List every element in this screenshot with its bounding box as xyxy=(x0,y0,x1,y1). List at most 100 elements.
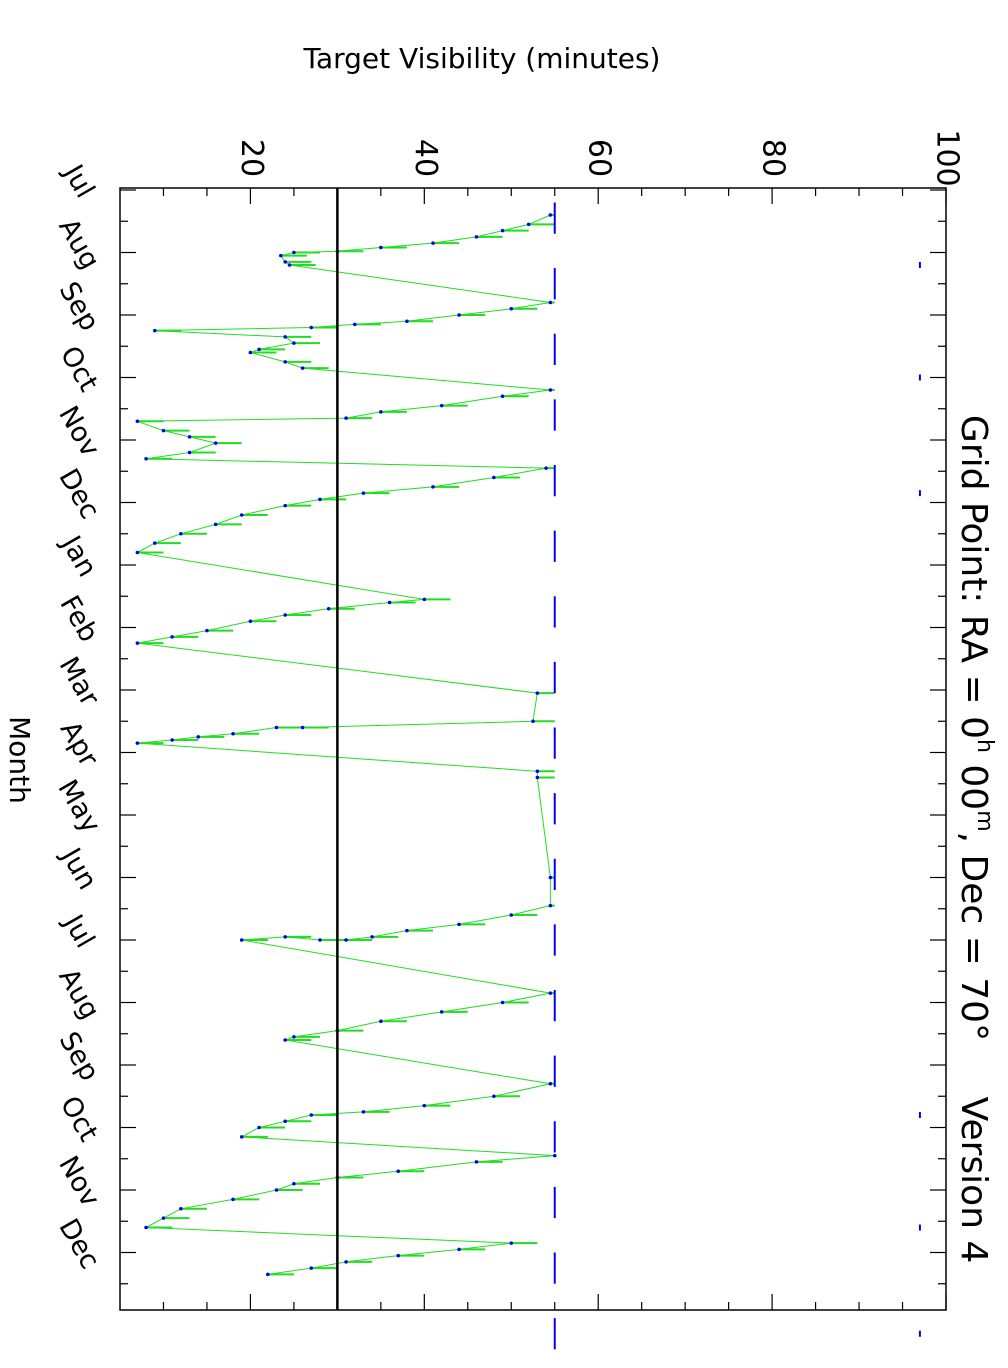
value-tick-label: 100 xyxy=(930,129,965,186)
month-tick-label: Dec xyxy=(52,1214,105,1275)
data-point xyxy=(387,600,392,605)
data-point xyxy=(274,725,279,730)
title-superscript: m xyxy=(972,810,997,831)
data-point xyxy=(292,1181,296,1186)
data-point xyxy=(279,253,283,258)
month-tick-label: Aug xyxy=(52,963,105,1024)
data-point xyxy=(283,1038,288,1042)
data-point xyxy=(152,541,157,545)
data-point xyxy=(239,513,244,517)
data-point xyxy=(170,635,174,639)
data-point xyxy=(179,1206,183,1211)
data-point xyxy=(135,641,140,645)
data-point xyxy=(370,935,374,939)
data-point xyxy=(135,741,140,745)
data-point xyxy=(535,769,540,774)
data-point xyxy=(379,245,383,250)
value-tick-label: 40 xyxy=(408,139,443,177)
data-point xyxy=(170,738,174,742)
month-tick-label: Apr xyxy=(54,716,105,773)
data-point xyxy=(474,1160,479,1164)
data-point xyxy=(257,347,261,352)
data-point xyxy=(309,325,314,330)
data-point xyxy=(396,1253,401,1258)
value-tick-label: 20 xyxy=(234,139,269,177)
data-point xyxy=(283,613,288,617)
data-point xyxy=(526,222,531,227)
data-point xyxy=(531,719,535,724)
data-point xyxy=(344,1260,348,1264)
data-point xyxy=(422,597,427,602)
data-point xyxy=(500,1000,505,1005)
data-point xyxy=(548,388,553,392)
month-tick-label: Sep xyxy=(53,1027,105,1087)
data-point xyxy=(213,441,218,445)
data-point xyxy=(457,1247,461,1252)
month-tick-label: May xyxy=(51,775,106,839)
data-point xyxy=(548,1081,553,1086)
data-point xyxy=(318,938,322,942)
title-part: , Dec = 70° xyxy=(953,832,994,1041)
data-point xyxy=(283,1119,288,1124)
data-point xyxy=(509,1241,514,1245)
title-part: 00 xyxy=(953,753,994,810)
data-point xyxy=(213,522,218,527)
data-point xyxy=(144,1225,148,1230)
month-tick-label: Oct xyxy=(54,1091,104,1147)
title-part: Grid Point: RA = 0 xyxy=(953,415,994,739)
month-tick-label: Feb xyxy=(53,591,104,648)
value-tick-label: 60 xyxy=(582,139,617,177)
axes xyxy=(119,187,947,1311)
data-point xyxy=(548,903,553,908)
data-point xyxy=(492,475,496,480)
data-point xyxy=(405,319,409,324)
data-point xyxy=(500,394,505,399)
month-tick-label: Nov xyxy=(52,1151,105,1212)
data-point xyxy=(544,466,548,470)
month-tick-label: Dec xyxy=(52,464,105,525)
x-axis-title: Month xyxy=(3,716,36,804)
month-tick-label: Nov xyxy=(52,401,105,462)
data-point xyxy=(266,1272,270,1277)
data-point xyxy=(135,550,140,555)
data-point xyxy=(239,938,244,942)
data-point xyxy=(283,935,288,939)
data-point xyxy=(205,628,209,633)
month-tick-label: Sep xyxy=(53,277,105,337)
data-point xyxy=(257,1125,261,1130)
data-point xyxy=(287,263,292,267)
plot-frame xyxy=(119,187,947,1311)
month-tick-label: Jun xyxy=(54,841,103,895)
data-point xyxy=(552,1153,557,1158)
data-point xyxy=(431,241,435,245)
data-point xyxy=(196,735,201,739)
data-point xyxy=(396,1169,401,1174)
data-point xyxy=(161,1216,166,1220)
data-point xyxy=(300,725,305,730)
series-line xyxy=(135,214,555,1275)
data-point xyxy=(187,435,192,439)
data-point xyxy=(144,456,148,461)
data-point xyxy=(248,350,253,355)
data-point xyxy=(292,1035,296,1039)
title-superscript: h xyxy=(972,739,997,753)
month-tick-label: Oct xyxy=(54,341,104,397)
month-tick-label: Jan xyxy=(54,529,103,582)
data-point xyxy=(422,1103,427,1108)
data-point xyxy=(535,691,540,695)
data-point xyxy=(248,619,253,624)
data-point xyxy=(548,991,553,995)
data-point xyxy=(548,875,553,880)
data-point xyxy=(300,366,305,370)
data-point xyxy=(283,335,288,339)
data-point xyxy=(439,403,444,408)
data-point xyxy=(405,928,409,933)
plot-area xyxy=(135,188,921,1350)
data-point xyxy=(361,1110,366,1114)
data-point xyxy=(283,360,288,364)
data-point xyxy=(187,450,192,455)
data-point xyxy=(135,419,140,424)
data-point xyxy=(152,328,157,333)
month-tick-label: Aug xyxy=(52,213,105,274)
